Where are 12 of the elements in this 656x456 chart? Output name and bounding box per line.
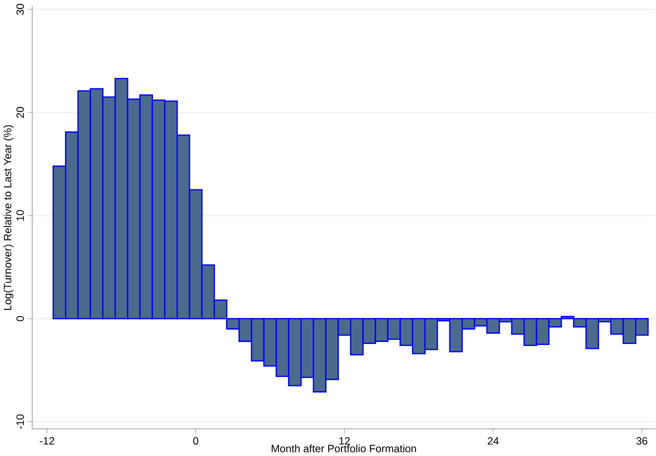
x-tick-label: 36 xyxy=(636,437,648,445)
x-axis-title: Month after Portfolio Formation xyxy=(272,444,416,452)
y-axis-title: Log(Turnover) Relative to Last Year (%) xyxy=(4,125,14,310)
y-tick-label: 20 xyxy=(16,107,24,118)
y-tick-label: 30 xyxy=(16,4,24,15)
y-tick-label: -10 xyxy=(16,414,24,429)
x-tick-label: 12 xyxy=(339,437,350,445)
y-tick-label: 10 xyxy=(16,210,24,221)
y-tick-label: 0 xyxy=(16,316,24,322)
x-tick-label: 24 xyxy=(488,437,499,445)
x-tick-label: -12 xyxy=(40,437,54,445)
x-tick-label: 0 xyxy=(193,437,198,445)
